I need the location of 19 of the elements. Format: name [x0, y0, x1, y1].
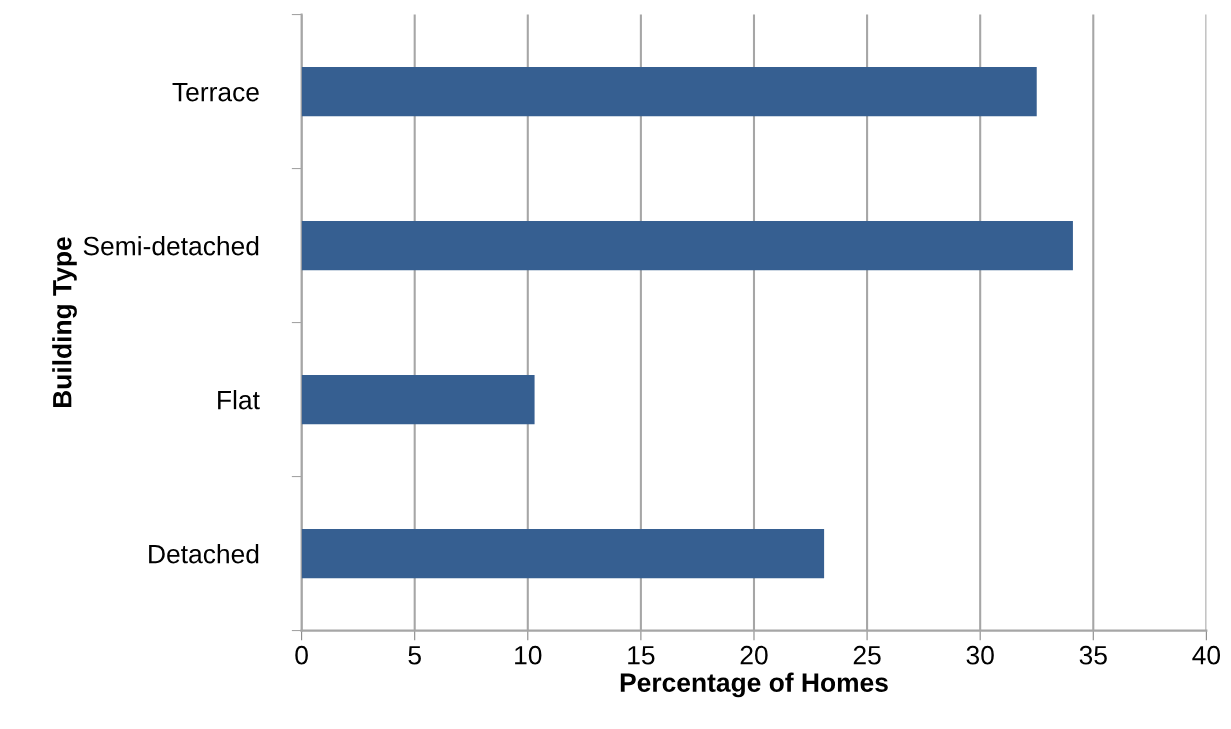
y-tick-label: Terrace: [172, 82, 259, 102]
x-tick-label: 15: [628, 646, 655, 665]
x-tick-label: 35: [1079, 645, 1107, 665]
y-axis-title: Building Type: [52, 237, 77, 408]
bar: [301, 66, 1037, 117]
x-tick-label: 0: [295, 645, 308, 665]
x-tick-label: 5: [408, 646, 421, 665]
x-tick-label: 20: [740, 645, 768, 665]
y-tick-label: Flat: [218, 390, 260, 410]
x-tick-label: 10: [515, 645, 542, 665]
y-tick-label: Semi-detached: [83, 236, 259, 256]
bar: [301, 220, 1073, 271]
bar: [301, 528, 825, 579]
x-tick-label: 30: [966, 645, 994, 665]
bar: [301, 374, 535, 425]
x-tick-label: 25: [853, 645, 881, 665]
x-tick-label: 40: [1192, 645, 1221, 665]
y-tick-label: Detached: [149, 544, 259, 564]
x-axis-title: Percentage of Homes: [620, 672, 888, 698]
